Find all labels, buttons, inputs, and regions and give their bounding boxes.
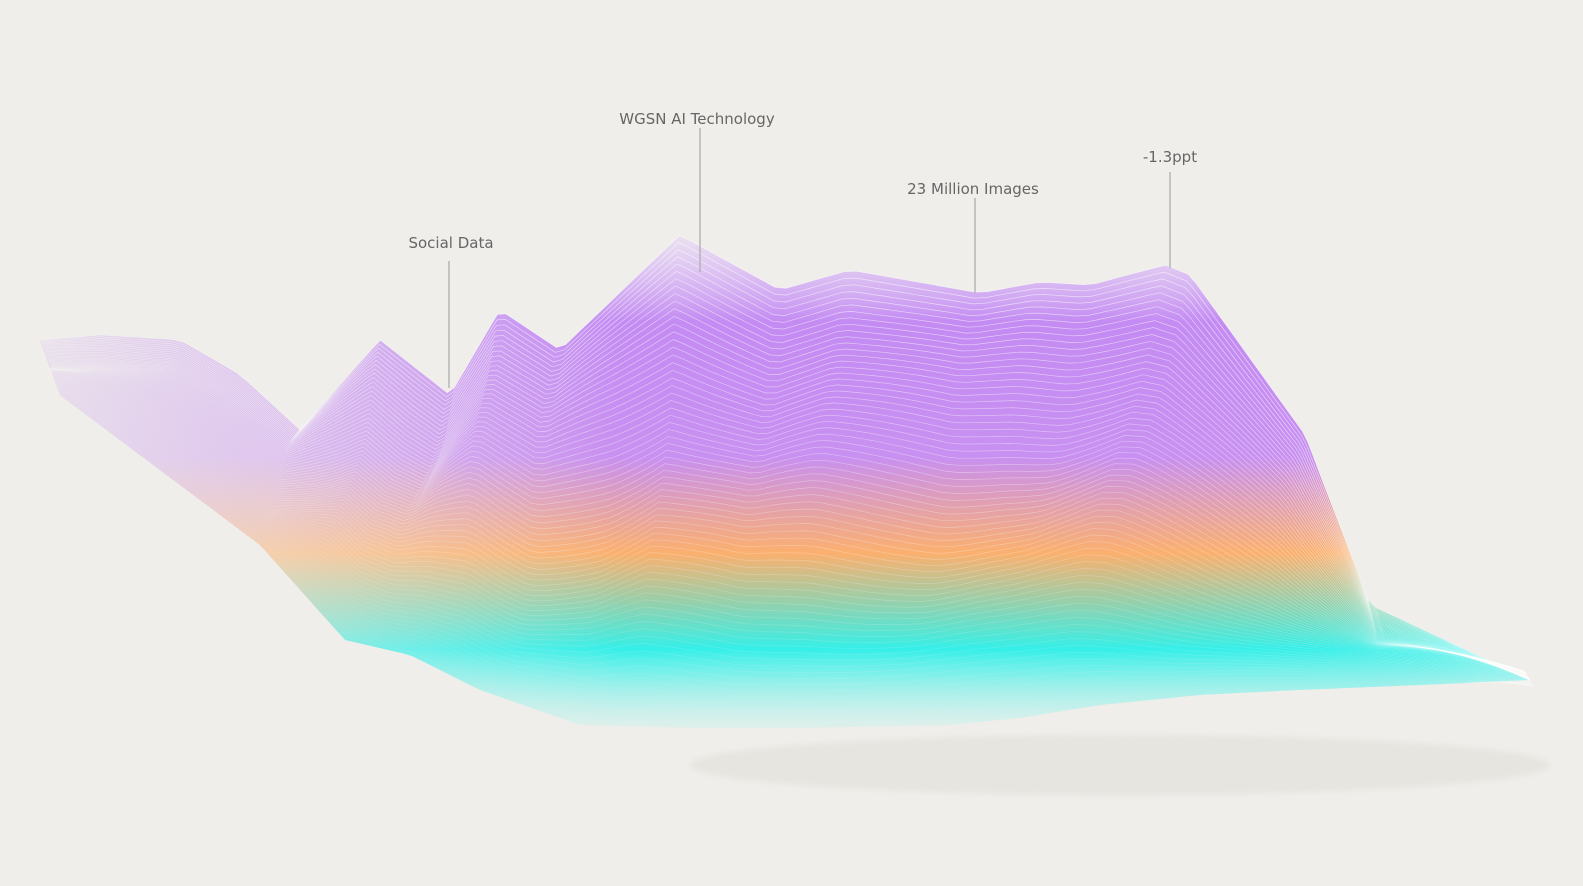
annotations: Social Data WGSN AI Technology 23 Millio… (408, 110, 1197, 388)
annotation-label: WGSN AI Technology (619, 110, 775, 128)
shadow (690, 735, 1550, 795)
left-fade (40, 235, 1530, 728)
annotation-label: Social Data (408, 234, 493, 252)
wave-surface (39, 235, 1534, 729)
annotation-label: -1.3ppt (1143, 148, 1197, 166)
annotation-label: 23 Million Images (907, 180, 1039, 198)
